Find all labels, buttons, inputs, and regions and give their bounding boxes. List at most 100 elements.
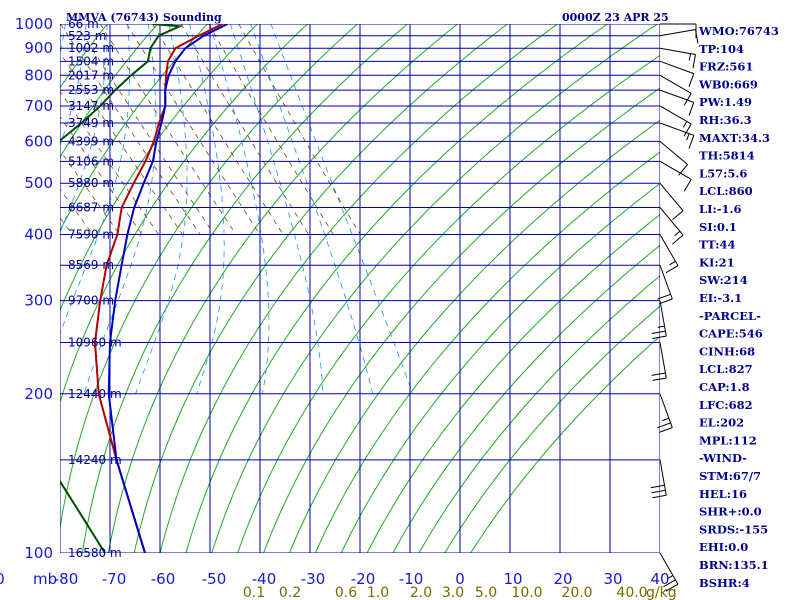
wind-barb-full	[652, 335, 667, 339]
mixing-ratio-label: 0.1	[243, 585, 265, 600]
dry-adiabat	[288, 119, 660, 553]
moist-adiabat	[60, 24, 130, 336]
wind-barb-staff	[659, 29, 696, 37]
wind-barb-staff	[659, 265, 673, 300]
wind-barb-half	[657, 325, 665, 328]
height-label: 1504 m	[68, 54, 114, 68]
wind-barb-full	[665, 265, 679, 274]
height-label: 12440 m	[68, 387, 122, 401]
temperature-tick-label: -60	[151, 570, 176, 588]
dry-adiabat	[444, 305, 660, 553]
height-label: 5106 m	[68, 154, 114, 168]
parcel-trace	[107, 24, 228, 553]
dry-adiabat	[60, 24, 359, 532]
moist-adiabat	[60, 24, 87, 147]
wind-barb-full	[652, 494, 667, 499]
wind-barb	[659, 47, 696, 69]
wind-barb	[659, 74, 692, 106]
stat-line: CAP:1.8	[699, 380, 750, 394]
wind-barb-half	[682, 121, 688, 128]
mixing-ratio-unit: g/kg	[646, 585, 677, 600]
wind-barb	[659, 160, 692, 192]
wind-barb-full	[659, 427, 673, 433]
stat-line: CAPE:546	[699, 327, 763, 341]
moist-adiabat	[250, 24, 374, 394]
wind-barb	[660, 23, 697, 38]
wind-barb-full	[683, 93, 692, 106]
dry-adiabat	[314, 151, 660, 553]
chart-title: MMVA (76743) Sounding	[66, 11, 222, 24]
mixing-ratio-label: 1.0	[367, 585, 389, 600]
stat-line: SW:214	[699, 273, 748, 287]
stat-line: SRDS:-155	[699, 522, 768, 536]
wind-barb	[659, 207, 684, 245]
stat-line: LCL:827	[699, 362, 753, 376]
stat-line: WMO:76743	[698, 24, 779, 38]
stat-line: TP:104	[699, 42, 744, 56]
wind-barb	[659, 29, 699, 44]
mixing-ratio-label: 0.6	[335, 585, 357, 600]
stat-line: SI:0.1	[699, 220, 737, 234]
wind-barb	[659, 182, 684, 221]
stat-line: TT:44	[699, 238, 736, 252]
wind-barb-half	[662, 417, 670, 422]
mixing-ratio-label: 2.0	[410, 585, 432, 600]
wind-barb-full	[678, 164, 688, 176]
stat-line: -WIND-	[699, 451, 747, 465]
dry-adiabat	[159, 24, 559, 553]
wind-barb	[651, 342, 667, 381]
wind-barb	[659, 105, 692, 137]
temperature-tick-label: -10	[399, 570, 424, 588]
wind-barb-full	[650, 484, 665, 489]
stat-line: RH:36.3	[699, 113, 752, 127]
height-label: 14240 m	[68, 453, 122, 467]
dry-adiabat	[263, 87, 660, 553]
pressure-tick-label: 400	[24, 226, 53, 244]
wind-barb-staff	[659, 393, 673, 428]
wind-barb-staff	[659, 207, 684, 236]
dry-adiabat	[133, 24, 509, 553]
height-label: 2553 m	[68, 83, 114, 97]
stat-line: MAXT:34.3	[699, 131, 770, 145]
wind-barb-full	[688, 135, 695, 149]
dry-adiabat	[340, 182, 660, 553]
stat-line: WB0:669	[698, 77, 758, 91]
wind-barb-staff	[659, 47, 696, 55]
height-label: 66 m	[68, 17, 99, 31]
mixing-ratio-label: 5.0	[475, 585, 497, 600]
temperature-tick-label: 30	[603, 570, 622, 588]
stat-line: HEL:16	[699, 487, 747, 501]
wind-barb-staff	[659, 300, 667, 337]
wind-barb-staff	[659, 89, 694, 103]
wind-barb-full	[672, 234, 684, 245]
moist-adiabat	[189, 24, 225, 394]
height-label: 5880 m	[68, 176, 114, 190]
stat-line: EL:202	[699, 416, 744, 430]
dry-adiabat	[211, 24, 659, 553]
wind-barb-staff	[659, 552, 679, 585]
height-label: 4399 m	[68, 134, 114, 148]
wind-barb-full	[665, 583, 679, 592]
moist-adiabat	[0, 13, 27, 394]
stats-panel: WMO:76743 TP:104 FRZ:561 WB0:669 PW:1.49 RH:3…	[698, 24, 779, 590]
height-label: 9700 m	[68, 294, 114, 308]
pressure-tick-label: 800	[24, 66, 53, 84]
temperature-tick-label: 10	[503, 570, 522, 588]
height-label: 7590 m	[68, 228, 114, 242]
dry-adiabat	[60, 24, 159, 159]
moist-adiabat	[0, 13, 7, 394]
wind-barb	[659, 234, 679, 274]
stat-line: STM:67/7	[699, 469, 761, 483]
stat-line: BRN:135.1	[699, 558, 769, 572]
wind-barb-full	[683, 123, 692, 137]
moist-adiabat	[135, 24, 188, 394]
stat-line: LCL:860	[699, 184, 753, 198]
temperature-tick-label: -40	[252, 570, 277, 588]
temperature-tick-label: -50	[202, 570, 227, 588]
stat-line: EI:-3.1	[699, 291, 742, 305]
temperature-tick-label: 40	[650, 570, 669, 588]
stat-line: CINH:68	[699, 344, 755, 358]
stat-line: KI:21	[699, 255, 735, 269]
wind-barb-full	[651, 489, 666, 494]
stat-line: BSHR:4	[699, 576, 750, 590]
